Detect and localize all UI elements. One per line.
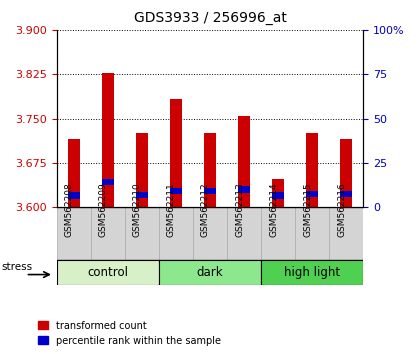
Bar <box>159 207 193 260</box>
Bar <box>57 207 91 260</box>
Text: GSM562213: GSM562213 <box>235 182 244 237</box>
Bar <box>295 207 329 260</box>
Bar <box>340 190 352 197</box>
Bar <box>204 133 216 207</box>
Bar <box>306 133 318 207</box>
Bar <box>159 260 261 285</box>
Text: GSM562212: GSM562212 <box>201 182 210 237</box>
Bar <box>68 192 80 199</box>
Legend: transformed count, percentile rank within the sample: transformed count, percentile rank withi… <box>39 321 221 346</box>
Text: GSM562209: GSM562209 <box>99 182 108 237</box>
Bar <box>261 260 363 285</box>
Bar <box>272 192 284 199</box>
Text: high light: high light <box>284 266 340 279</box>
Text: GSM562210: GSM562210 <box>133 182 142 237</box>
Bar <box>204 188 216 194</box>
Bar <box>136 192 148 198</box>
Bar <box>340 139 352 207</box>
Bar <box>227 207 261 260</box>
Text: stress: stress <box>1 262 32 272</box>
Text: GSM562214: GSM562214 <box>269 182 278 237</box>
Bar <box>238 116 250 207</box>
Text: GDS3933 / 256996_at: GDS3933 / 256996_at <box>134 11 286 25</box>
Bar <box>125 207 159 260</box>
Bar <box>272 179 284 207</box>
Bar <box>57 260 159 285</box>
Bar <box>329 207 363 260</box>
Bar <box>238 187 250 193</box>
Text: GSM562211: GSM562211 <box>167 182 176 237</box>
Text: dark: dark <box>197 266 223 279</box>
Bar <box>68 139 80 207</box>
Bar <box>91 207 125 260</box>
Text: GSM562215: GSM562215 <box>303 182 312 237</box>
Text: GSM562216: GSM562216 <box>337 182 346 237</box>
Text: control: control <box>87 266 128 279</box>
Bar <box>261 207 295 260</box>
Bar <box>136 133 148 207</box>
Bar <box>306 190 318 197</box>
Text: GSM562208: GSM562208 <box>65 182 74 237</box>
Bar <box>102 179 114 185</box>
Bar <box>170 99 182 207</box>
Bar <box>170 188 182 194</box>
Bar <box>102 73 114 207</box>
Bar <box>193 207 227 260</box>
